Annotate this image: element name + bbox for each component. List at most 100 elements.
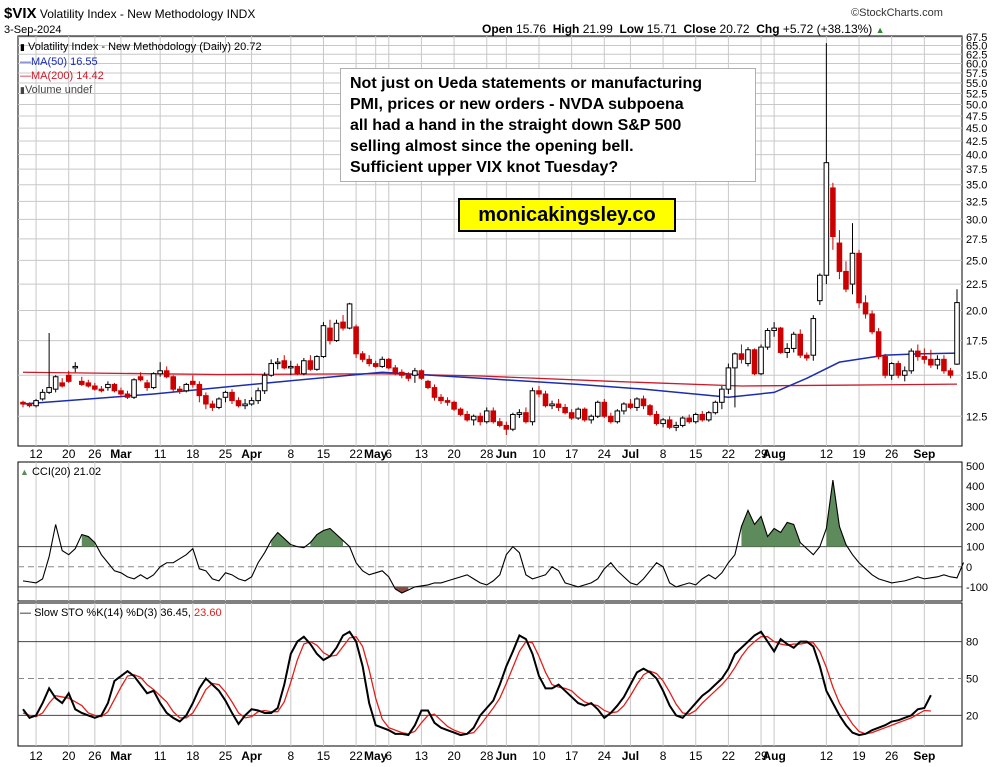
candle-body	[438, 396, 444, 402]
y-tick-label: 37.5	[966, 164, 987, 176]
candle-body	[679, 417, 686, 426]
candle-body	[170, 376, 177, 390]
candle-body	[379, 358, 386, 367]
candle-body	[901, 370, 908, 376]
x-tick-label: 22	[349, 749, 363, 763]
x-tick-label: 15	[317, 447, 331, 461]
cci-overbought-fill	[271, 532, 291, 547]
cci-tick-label: 400	[966, 481, 984, 493]
candle-body	[732, 353, 738, 369]
candle-body	[634, 398, 640, 408]
candle-body	[666, 419, 673, 428]
candle-body	[105, 383, 111, 389]
candle-body	[39, 391, 46, 400]
cci-line	[22, 480, 965, 594]
x-tick-label: 12	[820, 749, 834, 763]
candle-body	[137, 376, 144, 381]
x-tick-label: 22	[722, 749, 736, 763]
x-tick-label: 8	[660, 749, 667, 763]
up-arrow-icon: ▲	[875, 25, 885, 35]
candle-body	[92, 385, 98, 390]
x-tick-label: Jul	[622, 749, 639, 763]
sto-k-line	[22, 630, 932, 737]
ticker-symbol[interactable]: $VIX	[4, 5, 37, 22]
y-tick-label: 47.5	[966, 111, 987, 123]
x-tick-label: 13	[415, 447, 429, 461]
volume-legend-label: Volume undef	[24, 84, 93, 96]
candle-body	[614, 410, 621, 423]
candle-body	[777, 327, 784, 353]
open-value: 15.76	[516, 22, 547, 36]
candle-body	[640, 398, 647, 407]
candle-body	[594, 401, 601, 417]
x-tick-label: Sep	[913, 749, 935, 763]
candle-body	[510, 413, 516, 430]
candle-body	[954, 302, 960, 365]
low-label: Low	[619, 22, 644, 36]
candle-body	[497, 421, 503, 426]
x-tick-label: Apr	[241, 447, 262, 461]
candle-body	[875, 331, 882, 358]
candle-body	[921, 356, 928, 360]
x-tick-label: Mar	[110, 749, 132, 763]
candle-body	[483, 410, 490, 423]
y-tick-label: 30.0	[966, 214, 987, 226]
candle-body	[183, 383, 190, 392]
x-tick-label: 15	[689, 447, 703, 461]
panel-frame	[17, 602, 963, 747]
website-banner[interactable]: monicakingsley.co	[458, 198, 676, 232]
x-tick-label: 11	[154, 749, 167, 763]
candle-body	[843, 270, 849, 290]
annotation-line: Sufficient upper VIX knot Tuesday?	[350, 159, 619, 176]
candle-body	[340, 321, 346, 329]
annotation-line: selling almost since the opening bell.	[350, 138, 634, 155]
candle-body	[751, 349, 758, 375]
x-tick-label: 12	[29, 749, 43, 763]
candle-body	[503, 424, 510, 430]
x-tick-label: May	[364, 447, 388, 461]
candle-body	[529, 390, 536, 423]
candle-body	[706, 412, 712, 421]
sto-d-line	[22, 635, 931, 735]
x-tick-label: 12	[29, 447, 43, 461]
y-tick-label: 65.0	[966, 40, 987, 52]
candle-body	[464, 413, 470, 421]
candle-body	[412, 370, 418, 376]
main-legend: ▮ Volatility Index - New Methodology (Da…	[20, 41, 262, 53]
candle-body	[222, 391, 229, 398]
x-tick-label: 10	[532, 447, 546, 461]
y-tick-label: 25.0	[966, 255, 987, 267]
x-tick-label: Jul	[622, 447, 639, 461]
x-tick-label: 17	[565, 447, 579, 461]
candle-body	[288, 365, 294, 369]
x-tick-label: 12	[820, 447, 834, 461]
candle-body	[307, 360, 314, 370]
stockcharts-logo[interactable]: ©StockCharts.com	[851, 7, 943, 19]
ma50-legend-label: MA(50) 16.55	[31, 56, 98, 68]
candle-body	[176, 388, 183, 392]
annotation-box: Not just on Ueda statements or manufactu…	[340, 68, 756, 182]
candle-body	[647, 405, 653, 415]
sto-tick-label: 80	[966, 637, 978, 649]
candle-body	[803, 354, 810, 359]
cci-tick-label: 500	[966, 461, 984, 473]
high-label: High	[552, 22, 580, 36]
sto-legend-icon: —	[20, 607, 31, 619]
sto-tick-label: 50	[966, 674, 978, 686]
cci-legend: ▲ CCI(20) 21.02	[20, 466, 101, 478]
candle-body	[869, 313, 875, 333]
panel-frame	[17, 461, 963, 602]
x-tick-label: 17	[565, 749, 579, 763]
change-label: Chg	[756, 22, 780, 36]
candle-body	[575, 408, 581, 419]
high-value: 21.99	[582, 22, 613, 36]
candle-body	[588, 415, 595, 421]
x-tick-label: 11	[154, 447, 167, 461]
cci-tick-label: 200	[966, 521, 984, 533]
candle-body	[124, 393, 131, 398]
candle-body	[849, 252, 856, 285]
y-tick-label: 17.5	[966, 336, 987, 348]
x-tick-label: 10	[532, 749, 546, 763]
x-tick-label: 8	[660, 447, 667, 461]
candle-body	[771, 327, 777, 332]
